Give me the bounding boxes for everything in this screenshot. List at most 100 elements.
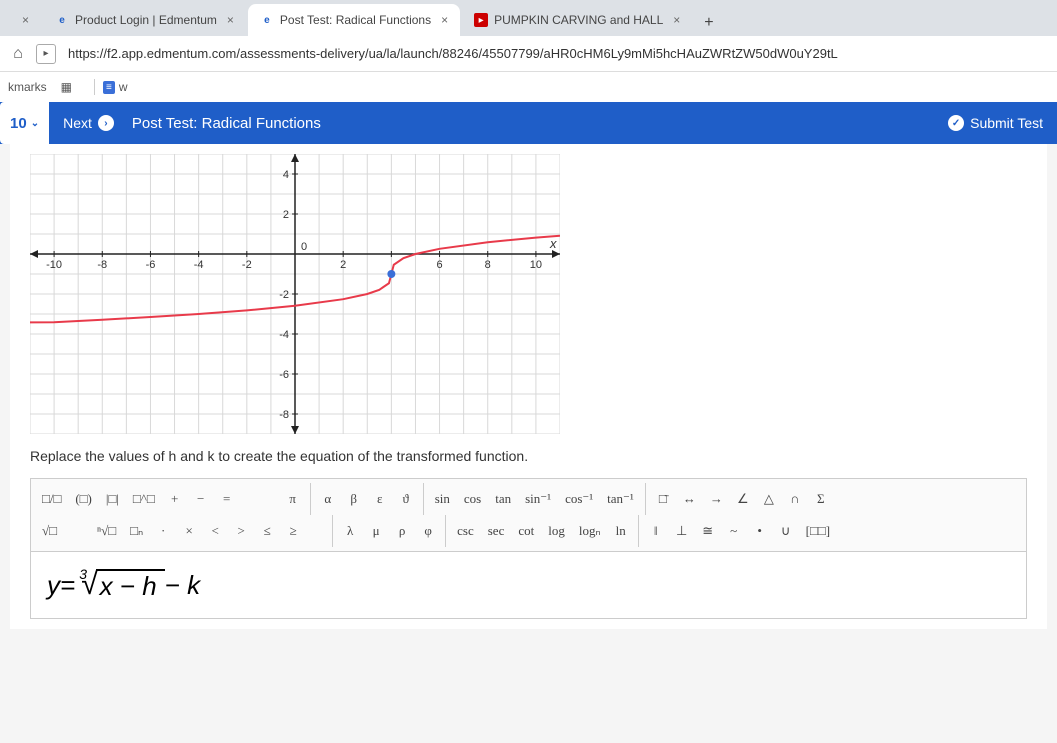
tool-sec[interactable]: sec bbox=[482, 519, 511, 543]
site-icon[interactable]: ▸ bbox=[36, 44, 56, 64]
tool-paren[interactable]: (□) bbox=[69, 487, 98, 511]
url-bar: ⌂ ▸ https://f2.app.edmentum.com/assessme… bbox=[0, 36, 1057, 72]
equation-display: y = 3 √ x − h − k bbox=[47, 568, 1010, 602]
svg-text:-4: -4 bbox=[279, 329, 289, 341]
tool-log[interactable]: log bbox=[542, 519, 571, 543]
tool-lambda[interactable]: λ bbox=[338, 519, 362, 543]
radicand[interactable]: x − h bbox=[96, 569, 165, 602]
tool-rightarrow[interactable]: → bbox=[704, 487, 729, 511]
tool-rho[interactable]: ρ bbox=[390, 519, 414, 543]
separator bbox=[445, 515, 446, 547]
tool-nroot[interactable]: ⁿ√□ bbox=[91, 519, 122, 543]
tool-bullet[interactable]: • bbox=[748, 519, 772, 543]
root-index: 3 bbox=[79, 566, 87, 582]
close-icon[interactable]: × bbox=[673, 13, 680, 27]
svg-text:-8: -8 bbox=[97, 259, 107, 271]
question-prompt: Replace the values of h and k to create … bbox=[30, 448, 1027, 464]
tool-sin[interactable]: sin bbox=[429, 487, 456, 511]
svg-text:4: 4 bbox=[283, 169, 289, 181]
tool-pi[interactable]: π bbox=[281, 487, 305, 511]
tab-label: Product Login | Edmentum bbox=[75, 13, 217, 27]
separator bbox=[645, 483, 646, 515]
tool-leftrightarrow[interactable]: ↔ bbox=[677, 487, 702, 511]
tool-beta[interactable]: β bbox=[342, 487, 366, 511]
tool-lt[interactable]: < bbox=[203, 519, 227, 543]
close-icon[interactable]: × bbox=[441, 13, 448, 27]
tool-atan[interactable]: tan⁻¹ bbox=[601, 487, 640, 511]
tab-label: Post Test: Radical Functions bbox=[280, 13, 431, 27]
tool-intersect[interactable]: ∩ bbox=[783, 487, 807, 511]
test-title: Post Test: Radical Functions bbox=[132, 115, 321, 132]
apps-icon[interactable]: ▦ bbox=[61, 80, 72, 94]
svg-text:-2: -2 bbox=[242, 259, 252, 271]
tool-perp[interactable]: ⊥ bbox=[670, 519, 694, 543]
submit-test-button[interactable]: ✓ Submit Test bbox=[948, 115, 1043, 131]
tool-cos[interactable]: cos bbox=[458, 487, 487, 511]
svg-text:10: 10 bbox=[530, 259, 542, 271]
equation-input[interactable]: y = 3 √ x − h − k bbox=[30, 552, 1027, 619]
svg-text:2: 2 bbox=[283, 209, 289, 221]
tool-abs[interactable]: |□| bbox=[100, 487, 125, 511]
question-number-selector[interactable]: 10⌄ bbox=[0, 102, 49, 144]
tool-sigma[interactable]: Σ bbox=[809, 487, 833, 511]
graph-svg: -10-8-6-4-226810-8-6-4-2240x bbox=[30, 154, 560, 434]
tab-post-test[interactable]: e Post Test: Radical Functions × bbox=[248, 4, 460, 36]
tool-theta[interactable]: ϑ bbox=[394, 487, 418, 511]
bookmark-w[interactable]: ≡ w bbox=[103, 80, 128, 94]
url-input[interactable]: https://f2.app.edmentum.com/assessments-… bbox=[64, 42, 1049, 65]
close-icon[interactable]: × bbox=[227, 13, 234, 27]
tool-times[interactable]: × bbox=[177, 519, 201, 543]
svg-text:-6: -6 bbox=[146, 259, 156, 271]
tool-parallel[interactable]: ‖ bbox=[644, 519, 668, 543]
tool-subscript[interactable]: □ₙ bbox=[124, 519, 149, 543]
tool-phi[interactable]: φ bbox=[416, 519, 440, 543]
tool-tan[interactable]: tan bbox=[489, 487, 517, 511]
tool-csc[interactable]: csc bbox=[451, 519, 480, 543]
svg-text:-2: -2 bbox=[279, 289, 289, 301]
new-tab-button[interactable]: + bbox=[694, 10, 723, 36]
tool-sim[interactable]: ~ bbox=[722, 519, 746, 543]
tool-blank[interactable] bbox=[65, 527, 89, 535]
next-button[interactable]: Next › bbox=[63, 115, 114, 131]
tool-acos[interactable]: cos⁻¹ bbox=[559, 487, 599, 511]
tool-gt[interactable]: > bbox=[229, 519, 253, 543]
tab-product-login[interactable]: e Product Login | Edmentum × bbox=[43, 4, 246, 36]
tool-angle[interactable]: ∠ bbox=[731, 487, 755, 511]
tab-youtube[interactable]: ▸ PUMPKIN CARVING and HALL × bbox=[462, 4, 692, 36]
edmentum-icon: e bbox=[55, 13, 69, 27]
tool-dot[interactable]: · bbox=[151, 519, 175, 543]
tool-le[interactable]: ≤ bbox=[255, 519, 279, 543]
svg-text:-8: -8 bbox=[279, 409, 289, 421]
tool-minus[interactable]: − bbox=[189, 487, 213, 511]
tool-fraction[interactable]: □/□ bbox=[36, 487, 67, 511]
tool-ge[interactable]: ≥ bbox=[281, 519, 305, 543]
tool-exponent[interactable]: □^□ bbox=[127, 487, 161, 511]
tool-bar[interactable]: □̄ bbox=[651, 487, 675, 511]
tool-mu[interactable]: μ bbox=[364, 519, 388, 543]
cube-root: 3 √ x − h bbox=[81, 568, 165, 602]
equation-toolbar: □/□ (□) |□| □^□ + − = π α β ε ϑ sin cos … bbox=[30, 478, 1027, 552]
svg-text:6: 6 bbox=[436, 259, 442, 271]
separator bbox=[310, 483, 311, 515]
home-icon[interactable]: ⌂ bbox=[8, 44, 28, 64]
tab-blank[interactable]: × bbox=[0, 4, 41, 36]
close-icon[interactable]: × bbox=[22, 13, 29, 27]
svg-text:-6: -6 bbox=[279, 369, 289, 381]
tool-cong[interactable]: ≅ bbox=[696, 519, 720, 543]
svg-text:-4: -4 bbox=[194, 259, 204, 271]
tab-label: PUMPKIN CARVING and HALL bbox=[494, 13, 663, 27]
tool-union[interactable]: ∪ bbox=[774, 519, 798, 543]
tool-epsilon[interactable]: ε bbox=[368, 487, 392, 511]
tool-matrix[interactable]: [□□] bbox=[800, 519, 836, 543]
tool-cot[interactable]: cot bbox=[512, 519, 540, 543]
tool-sqrt[interactable]: √□ bbox=[36, 519, 63, 543]
equation-lhs: y bbox=[47, 570, 60, 601]
tool-triangle[interactable]: △ bbox=[757, 487, 781, 511]
tool-ln[interactable]: ln bbox=[609, 519, 633, 543]
svg-text:-10: -10 bbox=[46, 259, 62, 271]
tool-plus[interactable]: + bbox=[163, 487, 187, 511]
tool-alpha[interactable]: α bbox=[316, 487, 340, 511]
tool-equals[interactable]: = bbox=[215, 487, 239, 511]
tool-asin[interactable]: sin⁻¹ bbox=[519, 487, 557, 511]
tool-logn[interactable]: logₙ bbox=[573, 519, 607, 543]
